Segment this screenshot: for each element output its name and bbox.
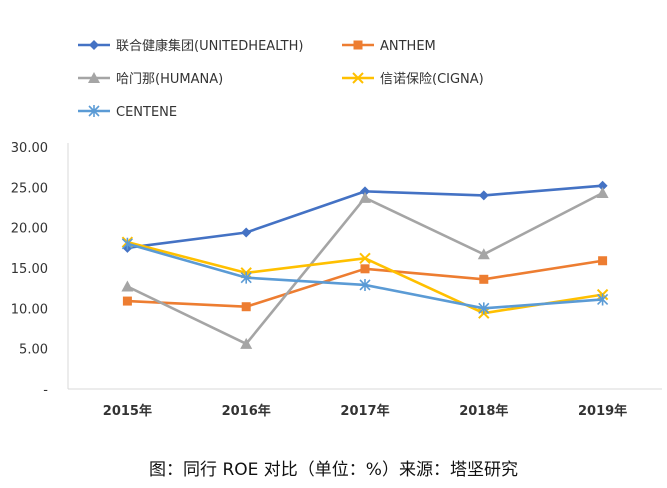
legend-swatch-marker xyxy=(88,105,100,117)
series-1-point xyxy=(360,186,370,197)
legend-label: 联合健康集团(UNITEDHEALTH) xyxy=(116,38,303,54)
series-5-point xyxy=(478,302,490,315)
x-tick-label: 2015年 xyxy=(103,403,152,419)
series-5-point xyxy=(597,293,609,306)
y-tick-label: - xyxy=(43,383,48,398)
legend-swatch-marker xyxy=(352,72,364,84)
y-tick-label: 15.00 xyxy=(11,262,48,277)
legend-swatch-marker xyxy=(353,40,363,50)
x-tick-label: 2019年 xyxy=(578,403,627,419)
chart-caption: 图：同行 ROE 对比（单位：%）来源：塔坚研究 xyxy=(149,460,518,480)
legend-label: 哈门那(HUMANA) xyxy=(116,72,223,87)
series-5-point xyxy=(240,271,252,284)
series-2-point xyxy=(479,274,489,284)
series-2-point xyxy=(241,302,251,312)
series-3-point xyxy=(121,280,134,292)
series-3-point xyxy=(240,337,253,349)
y-tick-label: 30.00 xyxy=(11,141,48,156)
series-2-point xyxy=(598,256,608,266)
series-2-point xyxy=(122,296,132,306)
series-3-point xyxy=(477,248,490,260)
series-1-point xyxy=(478,190,489,201)
series-4-point xyxy=(359,252,371,265)
series-5-point xyxy=(359,278,371,291)
y-tick-label: 20.00 xyxy=(11,222,48,237)
y-tick-label: 25.00 xyxy=(11,181,48,196)
y-tick-label: 5.00 xyxy=(19,343,48,358)
legend-label: 信诺保险(CIGNA) xyxy=(380,72,484,87)
legend-label: ANTHEM xyxy=(380,39,436,54)
series-1-point xyxy=(597,180,608,191)
legend-swatch-marker xyxy=(88,72,100,83)
y-tick-label: 10.00 xyxy=(11,302,48,317)
series-3-point xyxy=(596,186,609,198)
x-tick-label: 2017年 xyxy=(340,403,389,419)
x-tick-label: 2016年 xyxy=(222,403,271,419)
legend-swatch-marker xyxy=(89,40,99,50)
line-chart: 30.00 25.00 20.00 15.00 10.00 5.00 - 2015年 2016年… xyxy=(11,38,662,419)
series-5-point xyxy=(121,237,133,250)
series-3-point xyxy=(359,191,371,203)
series-2-point xyxy=(360,264,370,274)
x-tick-label: 2018年 xyxy=(459,403,508,419)
legend-label: CENTENE xyxy=(116,105,177,120)
series-line-4 xyxy=(127,240,603,315)
series-line-5 xyxy=(127,242,603,310)
series-1-point xyxy=(241,227,252,238)
